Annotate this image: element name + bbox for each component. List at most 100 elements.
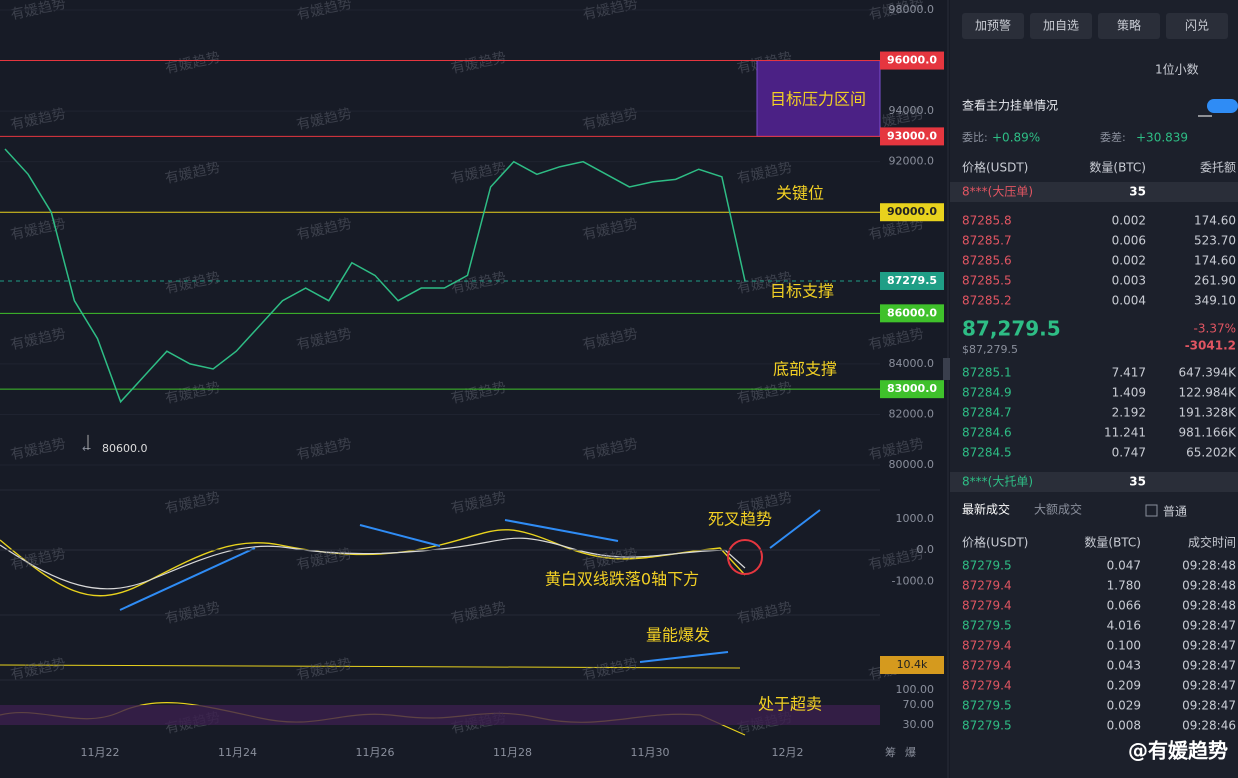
corner-label: 筹 (885, 745, 896, 759)
big-order-bg (950, 182, 1238, 202)
annotation: 关键位 (776, 184, 824, 203)
toolbar-button[interactable] (962, 13, 1024, 39)
toolbar-button[interactable] (1030, 13, 1092, 39)
trade-header: 价格(USDT) (962, 535, 1028, 550)
price-line (4, 148, 746, 404)
ob-cell: 87285.6 (962, 254, 1012, 268)
trade-price: 87279.4 (962, 679, 1012, 693)
price-tick: 92000.0 (889, 155, 935, 168)
ob-cell: 87285.2 (962, 294, 1012, 308)
trade-tab[interactable]: 大额成交 (1034, 502, 1082, 517)
trade-price: 87279.4 (962, 579, 1012, 593)
annotation: 处于超卖 (758, 695, 822, 714)
trade-qty: 4.016 (1107, 619, 1141, 633)
trade-qty: 0.008 (1107, 719, 1141, 733)
date-tick: 11月28 (493, 746, 532, 759)
ob-cell: 87284.7 (962, 406, 1012, 420)
date-tick: 11月24 (218, 746, 257, 759)
whale-toggle[interactable]: 查看主力挂单情况 (962, 99, 1058, 113)
trade-price: 87279.5 (962, 699, 1012, 713)
ob-cell: 87284.6 (962, 426, 1012, 440)
toolbar-button[interactable] (1166, 13, 1228, 39)
signal-line (0, 537, 746, 590)
ob-cell: 87284.9 (962, 386, 1012, 400)
trade-qty: 0.029 (1107, 699, 1141, 713)
trade-price: 87279.4 (962, 639, 1012, 653)
price-tick: 98000.0 (889, 3, 935, 16)
trade-qty: 0.047 (1107, 559, 1141, 573)
annotation: 量能爆发 (646, 626, 710, 645)
trade-time: 09:28:47 (1182, 659, 1236, 673)
arrows (119, 509, 821, 663)
ob-cell: 87285.8 (962, 214, 1012, 228)
ob-cell: 87284.5 (962, 446, 1012, 460)
big-order-bg (950, 472, 1238, 492)
mid-price: 87,279.5 (962, 317, 1061, 341)
change: -3041.2 (1185, 339, 1236, 353)
price-tick: 82000.0 (889, 407, 935, 420)
volume-label: 10.4k (897, 658, 928, 671)
trade-time: 09:28:47 (1182, 619, 1236, 633)
trade-time: 09:28:48 (1182, 559, 1236, 573)
diff: +30.839 (1136, 131, 1188, 145)
ratio-label: 委比: (962, 131, 988, 144)
trade-time: 09:28:47 (1182, 699, 1236, 713)
low-label: 80600.0 (102, 442, 148, 455)
trade-price: 87279.4 (962, 659, 1012, 673)
side-panel (950, 0, 1238, 778)
toolbar-label[interactable]: 加预警 (975, 18, 1011, 33)
date-tick: 11月26 (356, 746, 395, 759)
level-tag (880, 304, 944, 323)
trade-time: 09:28:48 (1182, 579, 1236, 593)
trade-qty: 0.100 (1107, 639, 1141, 653)
trade-filter[interactable]: 普通 (1163, 505, 1187, 519)
ratio: +0.89% (992, 131, 1040, 145)
level-label: 96000.0 (887, 54, 937, 67)
ob-cell: 65.202K (1186, 446, 1237, 460)
ob-cell: 2.192 (1112, 406, 1146, 420)
ob-header: 数量(BTC) (1089, 160, 1146, 175)
big-order-qty: 35 (1129, 185, 1146, 199)
trade-price: 87279.4 (962, 599, 1012, 613)
trade-price: 87279.5 (962, 619, 1012, 633)
ob-cell: 349.10 (1194, 294, 1236, 308)
ob-cell: 0.003 (1112, 274, 1146, 288)
ob-cell: 981.166K (1179, 426, 1238, 440)
level-label: 87279.5 (887, 274, 937, 287)
ob-cell: 261.90 (1194, 274, 1236, 288)
trade-tab[interactable]: 最新成交 (962, 502, 1010, 517)
decimals[interactable]: 1位小数 (1155, 62, 1199, 77)
diff-label: 委差: (1100, 130, 1126, 144)
rsi-band (0, 705, 880, 725)
toolbar-button[interactable] (1098, 13, 1160, 39)
macd-tick: 1000.0 (896, 512, 935, 525)
toolbar-label[interactable]: 闪兑 (1185, 19, 1209, 33)
level-label: 93000.0 (887, 129, 937, 142)
trade-price: 87279.5 (962, 559, 1012, 573)
rsi-tick: 100.00 (896, 683, 935, 696)
macd-tick: -1000.0 (892, 574, 934, 587)
big-order: 8***(大托单) (962, 475, 1033, 489)
ob-cell: 0.002 (1112, 254, 1146, 268)
date-tick: 11月30 (631, 746, 670, 759)
date-tick: 11月22 (81, 746, 120, 759)
cross-circle (727, 539, 763, 575)
ob-cell: 11.241 (1104, 426, 1146, 440)
ob-cell: 174.60 (1194, 214, 1236, 228)
level-label: 83000.0 (887, 382, 937, 395)
mid-usd: $87,279.5 (962, 343, 1018, 356)
ob-cell: 87285.5 (962, 274, 1012, 288)
filter-box[interactable] (1145, 504, 1158, 517)
trade-time: 09:28:47 (1182, 679, 1236, 693)
ob-cell: 0.006 (1112, 234, 1146, 248)
date-tick: 12月2 (772, 746, 804, 759)
price-tick: 94000.0 (889, 104, 935, 117)
ob-cell: 523.70 (1194, 234, 1236, 248)
toolbar-label[interactable]: 加自选 (1043, 19, 1079, 33)
toolbar-label[interactable]: 策略 (1117, 18, 1141, 33)
toggle[interactable] (1207, 99, 1238, 113)
annotation: 目标压力区间 (770, 90, 866, 109)
big-order-qty: 35 (1129, 475, 1146, 489)
change-pct: -3.37% (1194, 322, 1236, 336)
collapse-handle[interactable] (943, 358, 950, 380)
